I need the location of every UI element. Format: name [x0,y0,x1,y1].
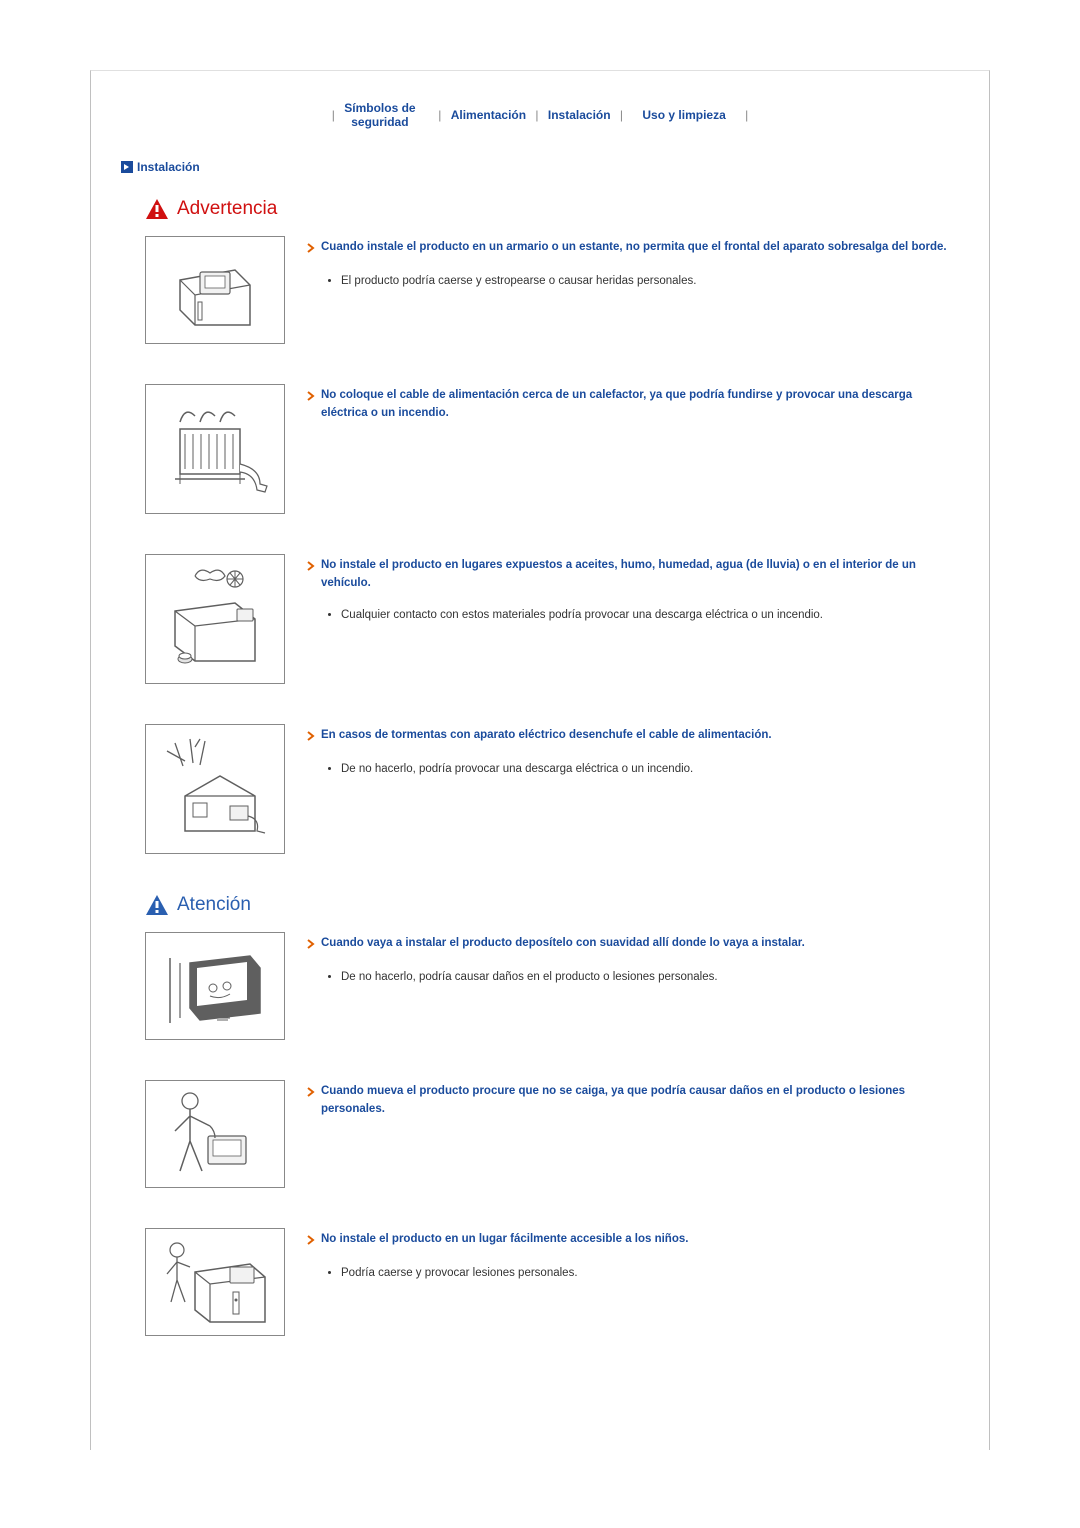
caution-icon [145,894,169,916]
warning-icon [145,198,169,220]
caution-item: No instale el producto en un lugar fácil… [145,1228,959,1336]
caution-item: Cuando mueva el producto procure que no … [145,1080,959,1188]
illustration [145,236,285,344]
item-content: Cuando vaya a instalar el producto depos… [307,932,959,987]
arrow-icon [307,559,315,577]
arrow-icon [307,1085,315,1103]
nav-separator: | [438,108,441,122]
item-heading-text: Cuando vaya a instalar el producto depos… [321,934,805,952]
item-heading-text: En casos de tormentas con aparato eléctr… [321,726,772,744]
item-heading: No instale el producto en lugares expues… [307,556,959,593]
manual-page: | Símbolos deseguridad | Alimentación | … [90,70,990,1450]
item-heading-text: No coloque el cable de alimentación cerc… [321,386,959,423]
nav-link-uso[interactable]: Uso y limpieza [642,108,725,122]
nav-link-instalacion[interactable]: Instalación [548,108,611,122]
arrow-icon [307,241,315,259]
caution-item: Cuando vaya a instalar el producto depos… [145,932,959,1040]
item-content: No coloque el cable de alimentación cerc… [307,384,959,437]
illustration [145,1228,285,1336]
warning-item: No instale el producto en lugares expues… [145,554,959,684]
arrow-icon [307,389,315,407]
nav-separator: | [535,108,538,122]
warning-item: En casos de tormentas con aparato eléctr… [145,724,959,854]
illustration [145,384,285,514]
item-heading: Cuando instale el producto en un armario… [307,238,959,259]
arrow-icon [307,937,315,955]
nav-link-alimentacion[interactable]: Alimentación [451,108,526,122]
warning-item: No coloque el cable de alimentación cerc… [145,384,959,514]
item-body-text: El producto podría caerse y estropearse … [341,273,959,290]
nav-separator: | [745,108,748,122]
illustration [145,1080,285,1188]
arrow-icon [307,1233,315,1251]
illustration [145,554,285,684]
item-heading-text: No instale el producto en lugares expues… [321,556,959,593]
item-content: No instale el producto en un lugar fácil… [307,1228,959,1283]
nav-separator: | [332,108,335,122]
item-body-text: Podría caerse y provocar lesiones person… [341,1265,959,1282]
item-heading-text: No instale el producto en un lugar fácil… [321,1230,688,1248]
nav-bar: | Símbolos deseguridad | Alimentación | … [121,101,959,130]
item-body-text: De no hacerlo, podría provocar una desca… [341,761,959,778]
caution-label: Atención [177,894,251,916]
item-heading: Cuando mueva el producto procure que no … [307,1082,959,1119]
warning-header: Advertencia [145,198,959,220]
item-body-text: De no hacerlo, podría causar daños en el… [341,969,959,986]
item-body: Podría caerse y provocar lesiones person… [307,1265,959,1282]
warning-label: Advertencia [177,198,277,220]
nav-separator: | [620,108,623,122]
item-content: Cuando instale el producto en un armario… [307,236,959,291]
item-body: Cualquier contacto con estos materiales … [307,607,959,624]
item-heading: No coloque el cable de alimentación cerc… [307,386,959,423]
item-body: De no hacerlo, podría provocar una desca… [307,761,959,778]
section-title: Instalación [121,160,959,174]
illustration [145,724,285,854]
illustration [145,932,285,1040]
warning-item: Cuando instale el producto en un armario… [145,236,959,344]
item-heading: En casos de tormentas con aparato eléctr… [307,726,959,747]
caution-header: Atención [145,894,959,916]
item-heading: No instale el producto en un lugar fácil… [307,1230,959,1251]
item-heading-text: Cuando mueva el producto procure que no … [321,1082,959,1119]
arrow-box-icon [121,161,133,173]
arrow-icon [307,729,315,747]
item-body-text: Cualquier contacto con estos materiales … [341,607,959,624]
item-content: En casos de tormentas con aparato eléctr… [307,724,959,779]
section-title-text: Instalación [137,160,200,174]
item-body: De no hacerlo, podría causar daños en el… [307,969,959,986]
nav-link-simbolos[interactable]: Símbolos deseguridad [344,101,415,130]
item-heading: Cuando vaya a instalar el producto depos… [307,934,959,955]
item-content: No instale el producto en lugares expues… [307,554,959,624]
item-heading-text: Cuando instale el producto en un armario… [321,238,947,256]
item-body: El producto podría caerse y estropearse … [307,273,959,290]
item-content: Cuando mueva el producto procure que no … [307,1080,959,1133]
